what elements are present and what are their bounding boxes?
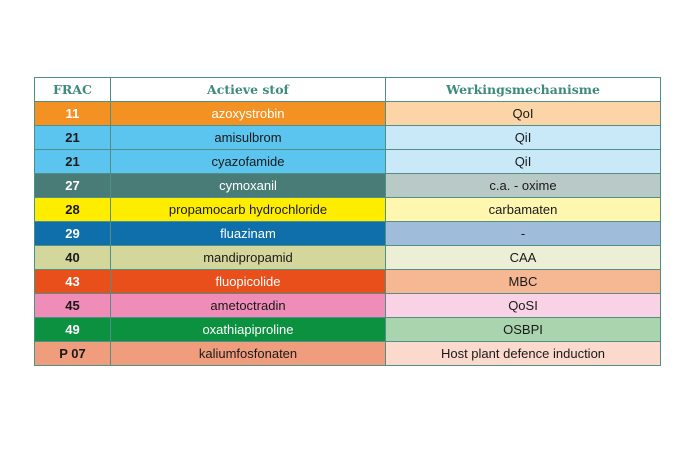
actieve-stof-cell: azoxystrobin [110,101,386,126]
header-werkingsmechanisme: Werkingsmechanisme [385,77,661,102]
werkingsmechanisme-cell: CAA [385,245,661,270]
table-row: 49 oxathiapiproline OSBPI [34,317,661,342]
actieve-stof-cell: amisulbrom [110,125,386,150]
actieve-stof-cell: propamocarb hydrochloride [110,197,386,222]
table-row: 40 mandipropamid CAA [34,245,661,270]
header-row: FRAC Actieve stof Werkingsmechanisme [34,77,661,102]
frac-code-cell: 21 [34,125,111,150]
table-row: 28 propamocarb hydrochloride carbamaten [34,197,661,222]
table-row: 27 cymoxanil c.a. - oxime [34,173,661,198]
frac-code-cell: 45 [34,293,111,318]
actieve-stof-cell: fluazinam [110,221,386,246]
actieve-stof-cell: fluopicolide [110,269,386,294]
werkingsmechanisme-cell: QoSI [385,293,661,318]
table-row: 11 azoxystrobin QoI [34,101,661,126]
actieve-stof-cell: mandipropamid [110,245,386,270]
frac-code-cell: 29 [34,221,111,246]
frac-code-cell: 21 [34,149,111,174]
actieve-stof-cell: cymoxanil [110,173,386,198]
table-row: 29 fluazinam - [34,221,661,246]
table-row: 21 cyazofamide QiI [34,149,661,174]
frac-code-cell: 49 [34,317,111,342]
frac-code-cell: 28 [34,197,111,222]
actieve-stof-cell: ametoctradin [110,293,386,318]
header-actieve-stof: Actieve stof [110,77,386,102]
table-row: P 07 kaliumfosfonaten Host plant defence i… [34,341,661,366]
header-frac: FRAC [34,77,111,102]
actieve-stof-cell: cyazofamide [110,149,386,174]
table-row: 45 ametoctradin QoSI [34,293,661,318]
werkingsmechanisme-cell: c.a. - oxime [385,173,661,198]
werkingsmechanisme-cell: OSBPI [385,317,661,342]
table-row: 43 fluopicolide MBC [34,269,661,294]
werkingsmechanisme-cell: carbamaten [385,197,661,222]
actieve-stof-cell: kaliumfosfonaten [110,341,386,366]
frac-code-cell: 43 [34,269,111,294]
werkingsmechanisme-cell: Host plant defence induction [385,341,661,366]
table-row: 21 amisulbrom QiI [34,125,661,150]
werkingsmechanisme-cell: QoI [385,101,661,126]
werkingsmechanisme-cell: - [385,221,661,246]
werkingsmechanisme-cell: MBC [385,269,661,294]
werkingsmechanisme-cell: QiI [385,125,661,150]
frac-code-cell: 27 [34,173,111,198]
frac-table: FRAC Actieve stof Werkingsmechanisme 11 a… [34,77,661,366]
werkingsmechanisme-cell: QiI [385,149,661,174]
actieve-stof-cell: oxathiapiproline [110,317,386,342]
frac-code-cell: 40 [34,245,111,270]
frac-code-cell: P 07 [34,341,111,366]
table-body: 11 azoxystrobin QoI 21 amisulbrom QiI 21 cyazof… [34,101,661,366]
frac-code-cell: 11 [34,101,111,126]
